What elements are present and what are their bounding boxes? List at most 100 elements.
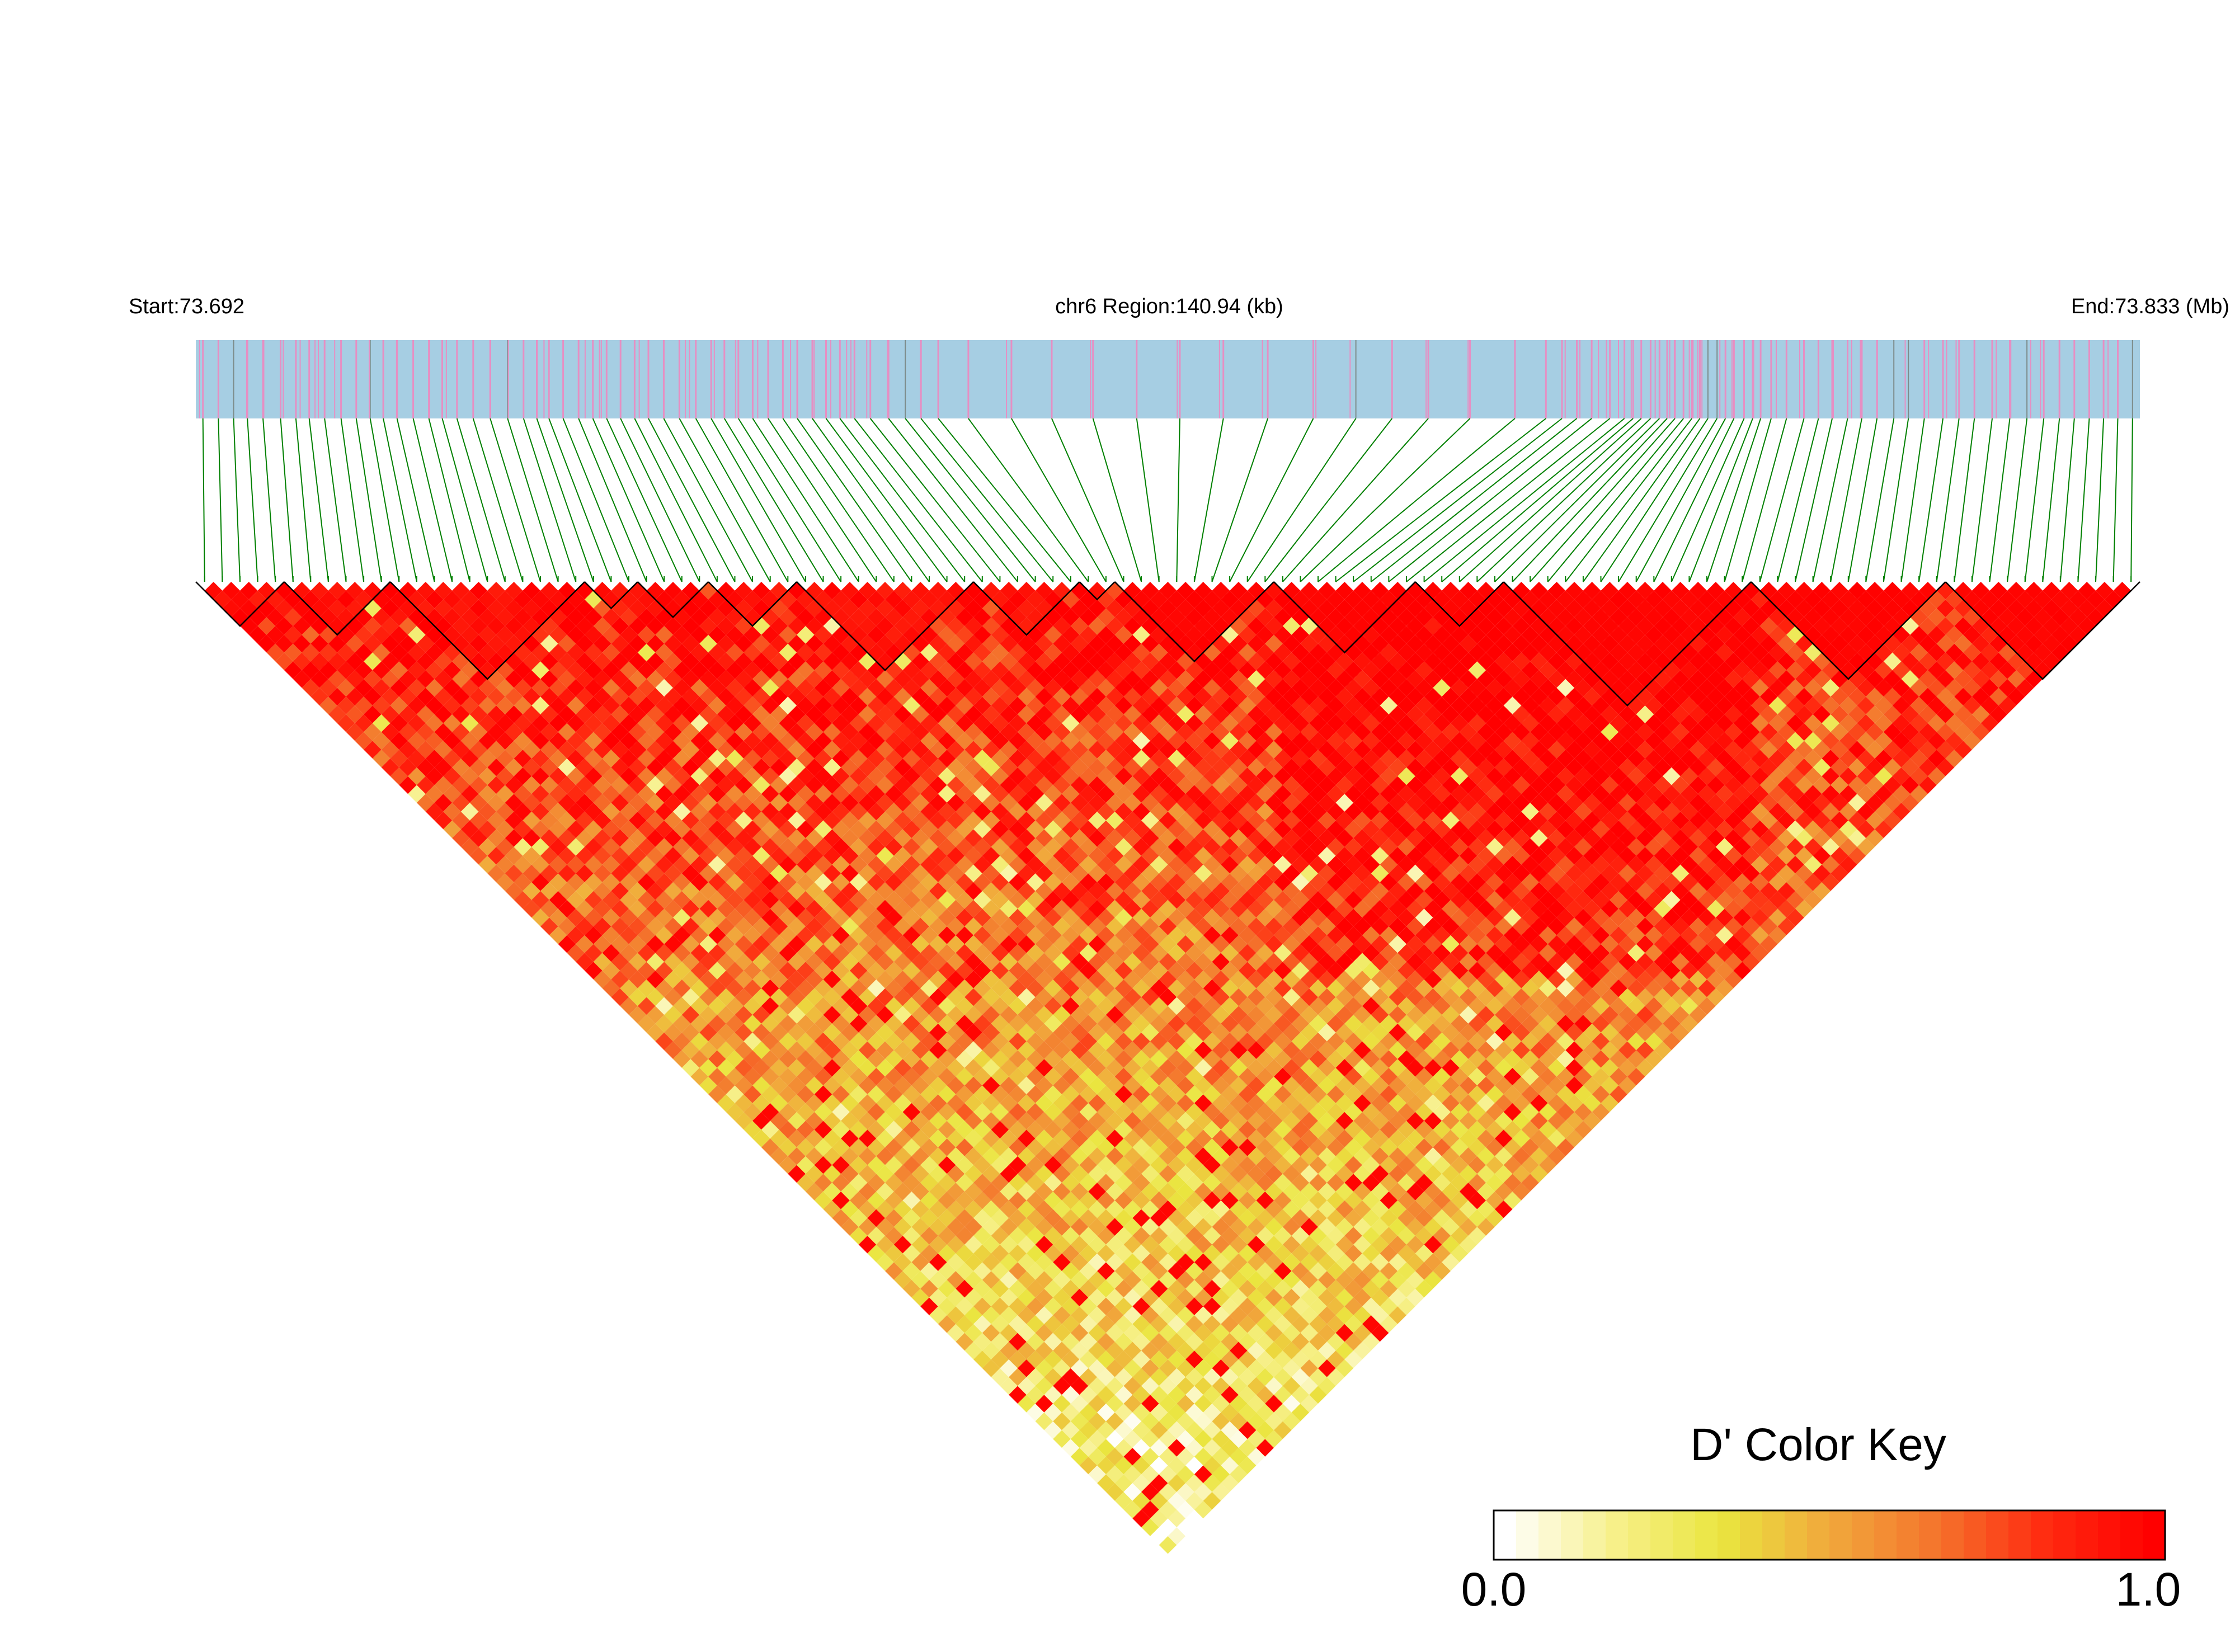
ld-cell — [1088, 1235, 1106, 1254]
ld-cell — [708, 714, 726, 732]
ld-cell — [558, 829, 576, 847]
ld-cell — [1230, 1076, 1248, 1095]
ld-cell — [1088, 1342, 1106, 1359]
ld-cell — [1018, 1306, 1036, 1324]
ld-cell — [1009, 1244, 1027, 1263]
ld-cell — [947, 1023, 965, 1042]
ld-heatmap-cells — [204, 582, 2132, 1554]
ld-cell — [717, 864, 735, 882]
ld-cell — [558, 688, 576, 706]
ld-cell — [1062, 1368, 1080, 1386]
ld-cell — [585, 767, 603, 785]
ld-cell — [1123, 1253, 1142, 1271]
ld-cell — [752, 1094, 770, 1112]
ld-cell — [523, 864, 540, 882]
ld-cell — [673, 608, 691, 626]
ld-cell — [1097, 944, 1115, 962]
ld-cell — [1265, 1271, 1283, 1289]
ld-cell — [902, 1209, 921, 1227]
ld-cell — [973, 1315, 991, 1333]
ld-cell — [1177, 1235, 1194, 1254]
ld-cell — [1114, 1244, 1133, 1263]
ld-cell — [1097, 1244, 1115, 1263]
ld-cell — [1062, 1421, 1080, 1439]
ld-cell — [708, 1067, 726, 1086]
ld-cell — [416, 652, 435, 670]
ld-cell — [973, 1050, 991, 1068]
ld-cell — [1044, 1067, 1062, 1086]
ld-cell — [867, 1121, 885, 1139]
ld-cell — [1185, 1474, 1203, 1492]
ld-cell — [681, 882, 700, 900]
ld-cell — [664, 864, 682, 882]
ld-cell — [1265, 1306, 1283, 1324]
ld-cell — [902, 997, 921, 1015]
ld-cell — [929, 1023, 947, 1042]
ld-cell — [973, 855, 991, 874]
ld-cell — [893, 1200, 912, 1218]
ld-cell — [1168, 1279, 1186, 1298]
ld-cell — [911, 1271, 929, 1289]
ld-cell — [902, 1138, 921, 1156]
ld-cell — [1168, 1191, 1186, 1209]
ld-cell — [585, 909, 603, 926]
ld-cell — [293, 617, 311, 635]
ld-cell — [1230, 1129, 1248, 1147]
ld-cell — [690, 626, 709, 644]
ld-cell — [460, 626, 479, 644]
ld-cell — [690, 785, 709, 803]
ld-cell — [629, 776, 647, 794]
ld-cell — [735, 776, 753, 794]
ld-cell — [1194, 1483, 1212, 1501]
ld-cell — [947, 1288, 965, 1307]
ld-cell — [832, 873, 850, 891]
ld-cell — [708, 732, 726, 750]
ld-cell — [1194, 1342, 1212, 1359]
ld-cell — [1203, 1050, 1221, 1068]
ld-cell — [947, 1147, 965, 1165]
ld-cell — [797, 820, 815, 839]
ld-cell — [1035, 1147, 1053, 1165]
snp-connector-line — [523, 418, 577, 582]
ld-cell — [1177, 1430, 1194, 1448]
snp-connector-line — [1742, 418, 1787, 582]
ld-cell — [1168, 1015, 1186, 1033]
ld-cell — [355, 679, 373, 697]
ld-cell — [1070, 1342, 1089, 1359]
ld-cell — [425, 608, 444, 626]
ld-cell — [929, 935, 947, 953]
ld-cell — [1177, 1518, 1194, 1536]
ld-cell — [841, 1076, 859, 1095]
ld-cell — [1344, 1279, 1362, 1298]
ld-cell — [973, 944, 991, 962]
ld-cell — [947, 846, 965, 865]
ld-cell — [1070, 1200, 1089, 1218]
ld-cell — [673, 1032, 691, 1051]
ld-cell — [964, 1271, 982, 1289]
ld-cell — [629, 1006, 647, 1024]
ld-cell — [867, 944, 885, 962]
ld-cell — [779, 962, 797, 980]
ld-cell — [1070, 1006, 1089, 1024]
ld-cell — [1265, 1165, 1283, 1183]
ld-cell — [885, 962, 903, 980]
ld-cell — [1159, 1112, 1177, 1130]
ld-cell — [1018, 1165, 1036, 1183]
ld-cell — [1097, 1421, 1115, 1439]
ld-cell — [523, 846, 540, 865]
ld-cell — [1230, 1430, 1248, 1448]
snp-connector-line — [1371, 418, 1578, 582]
ld-cell — [938, 1297, 956, 1315]
ld-cell — [1194, 1235, 1212, 1254]
ld-cell — [982, 1271, 1000, 1289]
ld-cell — [735, 794, 753, 812]
ld-cell — [690, 1050, 709, 1068]
ld-cell — [1044, 1404, 1062, 1422]
ld-cell — [885, 1174, 903, 1192]
ld-cell — [902, 767, 921, 785]
ld-cell — [797, 1138, 815, 1156]
ld-cell — [1238, 1174, 1257, 1192]
ld-cell — [425, 785, 444, 803]
ld-cell — [876, 1059, 894, 1077]
ld-cell — [1212, 1183, 1230, 1201]
